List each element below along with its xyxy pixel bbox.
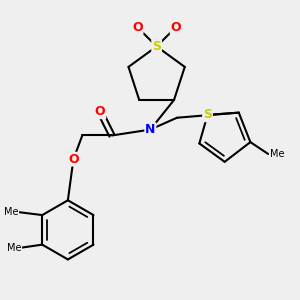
Text: S: S <box>203 108 212 121</box>
Text: S: S <box>152 40 161 53</box>
Text: Me: Me <box>7 243 22 253</box>
Text: O: O <box>95 105 105 118</box>
Text: O: O <box>68 153 79 166</box>
Text: O: O <box>170 21 181 34</box>
Text: O: O <box>132 21 143 34</box>
Text: Me: Me <box>4 207 19 217</box>
Text: Me: Me <box>270 149 284 159</box>
Text: N: N <box>145 123 155 136</box>
